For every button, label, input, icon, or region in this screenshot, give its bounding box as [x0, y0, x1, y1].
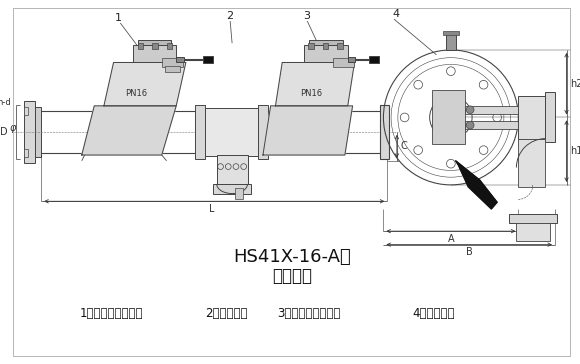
Bar: [176, 57, 184, 63]
Text: A: A: [448, 234, 454, 244]
Bar: [213, 184, 251, 194]
Bar: [322, 43, 328, 49]
Polygon shape: [82, 106, 176, 155]
Text: B: B: [466, 248, 473, 257]
Bar: [379, 105, 389, 159]
Bar: [337, 43, 343, 49]
Text: 1、第一级止回阀；: 1、第一级止回阀；: [80, 306, 143, 320]
Bar: [235, 188, 242, 199]
Bar: [133, 45, 176, 63]
Text: 1: 1: [115, 13, 122, 23]
Bar: [465, 121, 519, 129]
Bar: [165, 66, 180, 72]
Bar: [309, 40, 343, 45]
Circle shape: [466, 106, 474, 114]
Text: 4、高压软管: 4、高压软管: [412, 306, 455, 320]
Text: C: C: [400, 141, 407, 151]
Bar: [137, 40, 171, 45]
Bar: [152, 43, 158, 49]
Bar: [446, 33, 456, 50]
Bar: [348, 57, 356, 63]
Bar: [308, 43, 314, 49]
Bar: [465, 106, 519, 114]
Text: PN16: PN16: [300, 89, 322, 98]
Circle shape: [437, 104, 465, 131]
Circle shape: [466, 121, 474, 129]
Bar: [432, 90, 465, 145]
Polygon shape: [456, 161, 497, 209]
Bar: [519, 139, 545, 187]
Text: 3: 3: [303, 11, 310, 21]
Bar: [195, 105, 205, 159]
Text: 3、第二级止回阀；: 3、第二级止回阀；: [277, 306, 341, 320]
Bar: [166, 43, 172, 49]
Polygon shape: [263, 106, 353, 155]
Bar: [545, 92, 555, 142]
Bar: [203, 56, 213, 63]
Bar: [334, 58, 354, 67]
Bar: [369, 56, 379, 63]
Bar: [304, 45, 348, 63]
Text: 2: 2: [226, 11, 233, 21]
Bar: [24, 149, 28, 157]
Text: D: D: [0, 127, 8, 137]
Text: HS41X-16-A型: HS41X-16-A型: [233, 248, 351, 266]
Text: φ: φ: [9, 123, 16, 133]
Polygon shape: [276, 63, 354, 106]
Bar: [35, 107, 41, 157]
Bar: [200, 108, 268, 156]
Bar: [258, 105, 268, 159]
Bar: [217, 155, 248, 184]
Bar: [516, 223, 550, 241]
Bar: [24, 101, 35, 163]
Text: n-d: n-d: [0, 99, 10, 107]
Bar: [162, 58, 183, 67]
Bar: [24, 107, 28, 115]
Text: L: L: [209, 204, 215, 214]
Polygon shape: [104, 63, 186, 106]
Bar: [509, 214, 557, 223]
Bar: [137, 43, 143, 49]
Text: PN16: PN16: [125, 89, 147, 98]
Text: （图一）: （图一）: [272, 268, 312, 285]
Bar: [519, 96, 545, 139]
Text: 4: 4: [393, 9, 400, 19]
Text: 2、排水器；: 2、排水器；: [205, 306, 248, 320]
Text: h2: h2: [570, 79, 580, 89]
Text: h1: h1: [570, 146, 580, 156]
Bar: [443, 31, 459, 35]
